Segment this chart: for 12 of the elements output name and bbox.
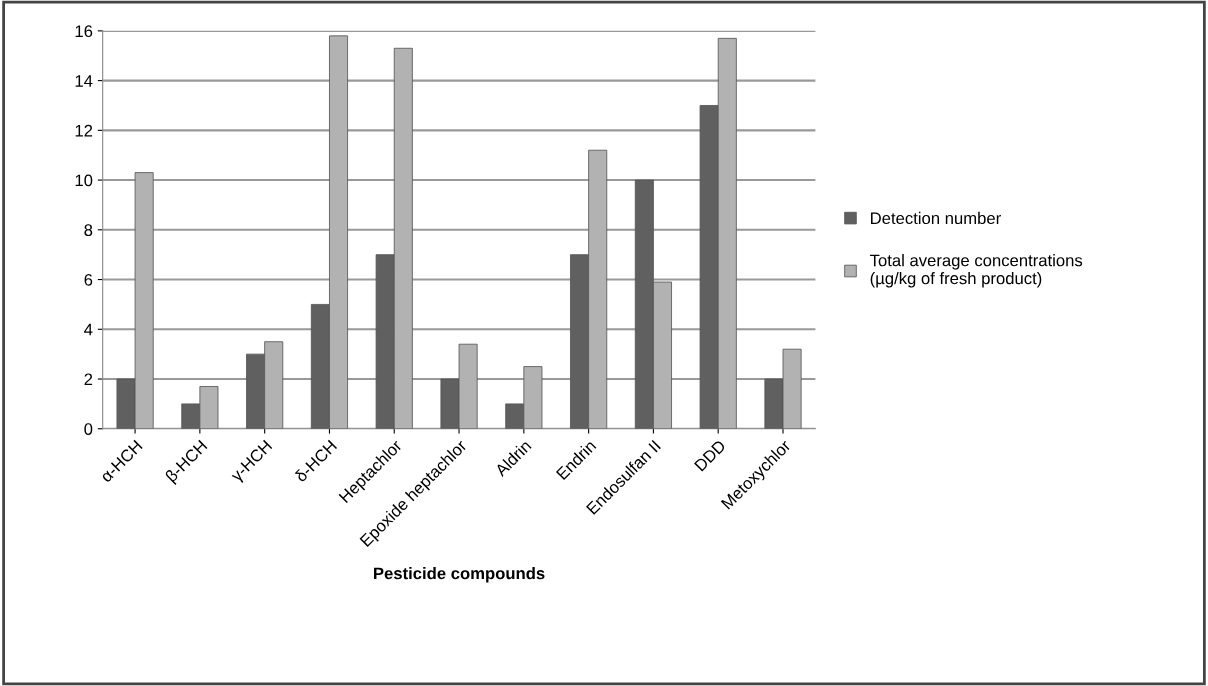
legend-label: Total average concentrations (µg/kg of fresh product) <box>870 254 1083 288</box>
y-tick-label: 16 <box>75 25 93 38</box>
y-tick-label: 4 <box>84 323 93 336</box>
legend-label: Detection number <box>871 211 1001 225</box>
y-tick-label: 10 <box>75 174 93 187</box>
y-tick-label: 0 <box>84 423 93 435</box>
y-tick-label: 8 <box>84 224 93 237</box>
y-tick-label: 2 <box>84 373 93 386</box>
y-tick-label: 12 <box>75 124 93 137</box>
x-axis-title: Pesticide compounds <box>374 567 545 583</box>
y-tick-label: 6 <box>84 273 93 286</box>
y-tick-label: 14 <box>75 75 93 87</box>
